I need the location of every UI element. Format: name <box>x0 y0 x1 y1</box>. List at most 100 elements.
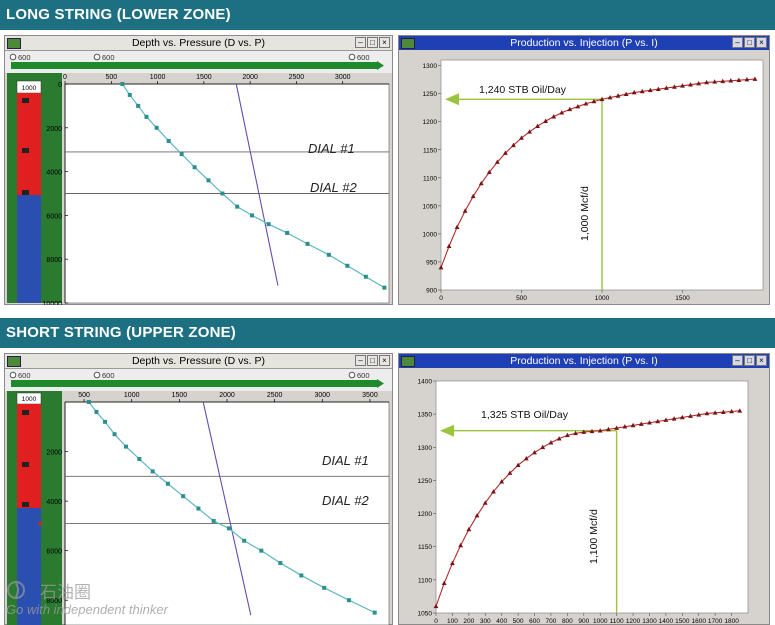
minimize-button[interactable]: – <box>355 37 366 48</box>
gradient-point <box>112 432 117 437</box>
production-point <box>454 224 460 229</box>
y-tick-label: 1350 <box>418 412 433 419</box>
gradient-point <box>192 165 197 170</box>
oil-rate-label: 1,240 STB Oil/Day <box>479 84 567 96</box>
production-point <box>499 479 505 484</box>
app-icon <box>401 356 415 367</box>
valve-icon <box>22 148 29 153</box>
valve-icon <box>22 190 29 195</box>
maximize-button[interactable]: □ <box>744 355 755 366</box>
x-tick-label: 2000 <box>219 392 235 399</box>
close-button[interactable]: × <box>756 37 767 48</box>
y-tick-labels: 2000 4000 6000 8000 <box>46 450 68 605</box>
minimize-button[interactable]: – <box>355 355 366 366</box>
production-point <box>441 580 447 585</box>
gradient-point <box>220 191 225 196</box>
production-point <box>704 79 710 85</box>
y-tick-labels: 1050 1100 1150 1200 1250 1300 1350 1400 <box>418 379 436 618</box>
minimize-button[interactable]: – <box>732 355 743 366</box>
gradient-point <box>322 585 327 590</box>
slider-label-3: 600 <box>357 53 370 62</box>
y-tick-labels: 0 2000 4000 6000 8000 10000 <box>43 82 68 305</box>
oil-rate-label: 1,325 STB Oil/Day <box>481 409 569 421</box>
gradient-point <box>165 481 170 486</box>
gradient-point <box>305 241 310 246</box>
y-tick-label: 1300 <box>423 63 438 70</box>
gradient-point <box>249 213 254 218</box>
production-point <box>680 83 685 88</box>
x-tick-label: 100 <box>447 618 458 625</box>
x-tick-label: 800 <box>562 618 573 625</box>
watermark-en: Go with independent thinker <box>6 602 168 617</box>
slider-knob-3[interactable] <box>348 371 356 379</box>
slider-knob-1[interactable] <box>9 53 17 61</box>
dial-1-marker <box>38 150 42 154</box>
production-point <box>679 414 685 420</box>
gradient-point <box>103 419 108 424</box>
y-tick-label: 1300 <box>418 445 433 452</box>
maximize-button[interactable]: □ <box>367 355 378 366</box>
gauge-label: 1000 <box>22 85 37 92</box>
gradient-point <box>94 409 99 414</box>
injection-slider-bar[interactable] <box>11 380 377 387</box>
x-tick-label: 2500 <box>267 392 283 399</box>
production-point <box>630 422 636 428</box>
production-arrow-icon <box>445 93 459 106</box>
production-point <box>729 408 734 414</box>
production-point <box>696 412 702 417</box>
x-tick-label: 2500 <box>289 74 305 81</box>
production-point <box>540 444 546 450</box>
gradient-point <box>278 561 283 566</box>
gradient-point <box>137 456 142 461</box>
x-tick-label: 1300 <box>642 618 657 625</box>
close-button[interactable]: × <box>379 355 390 366</box>
slider-label-1: 600 <box>18 53 31 62</box>
production-point <box>559 110 565 115</box>
gradient-point <box>206 178 211 183</box>
injection-slider-bar[interactable] <box>11 62 377 69</box>
production-point <box>482 500 488 505</box>
production-point <box>664 85 669 90</box>
gradient-point <box>235 204 240 209</box>
slider-label-2: 600 <box>102 53 115 62</box>
slider-knob-2[interactable] <box>93 371 101 379</box>
close-button[interactable]: × <box>756 355 767 366</box>
slider-knob-3[interactable] <box>348 53 356 61</box>
dial-lines <box>38 150 389 196</box>
annotation-lines <box>440 424 618 613</box>
production-point <box>655 86 661 91</box>
slider-knob-2[interactable] <box>93 53 101 61</box>
y-tick-label: 1200 <box>418 511 433 518</box>
gas-rate-label: 1,100 Mcf/d <box>588 509 600 564</box>
slider-knob-1[interactable] <box>9 371 17 379</box>
y-tick-label: 1250 <box>423 91 438 98</box>
section-header-long-string: LONG STRING (LOWER ZONE) <box>0 0 775 30</box>
y-tick-label: 0 <box>58 82 62 89</box>
maximize-button[interactable]: □ <box>744 37 755 48</box>
production-point <box>728 78 734 83</box>
production-point <box>704 410 710 416</box>
production-point <box>623 91 629 97</box>
section-header-short-string: SHORT STRING (UPPER ZONE) <box>0 318 775 348</box>
gradient-point <box>363 274 368 279</box>
y-tick-label: 1150 <box>423 147 437 154</box>
y-tick-label: 950 <box>426 259 437 266</box>
production-point <box>503 150 508 155</box>
gradient-point <box>226 526 231 531</box>
dvp-window-short: Depth vs. Pressure (D vs. P) – □ × 600 600… <box>4 353 393 625</box>
minimize-button[interactable]: – <box>732 37 743 48</box>
production-point <box>575 103 581 109</box>
x-tick-labels: 500 1000 1500 2000 2500 3000 3500 <box>78 392 378 402</box>
watermark-logo-icon <box>7 581 25 599</box>
production-point <box>470 193 476 199</box>
production-point <box>688 413 693 418</box>
maximize-button[interactable]: □ <box>367 37 378 48</box>
production-point <box>631 89 637 95</box>
production-point <box>744 77 750 82</box>
close-button[interactable]: × <box>379 37 390 48</box>
y-tick-label: 1200 <box>423 119 438 126</box>
production-point <box>672 84 677 89</box>
production-point <box>622 424 628 429</box>
production-point <box>589 428 595 434</box>
production-point <box>712 79 718 84</box>
